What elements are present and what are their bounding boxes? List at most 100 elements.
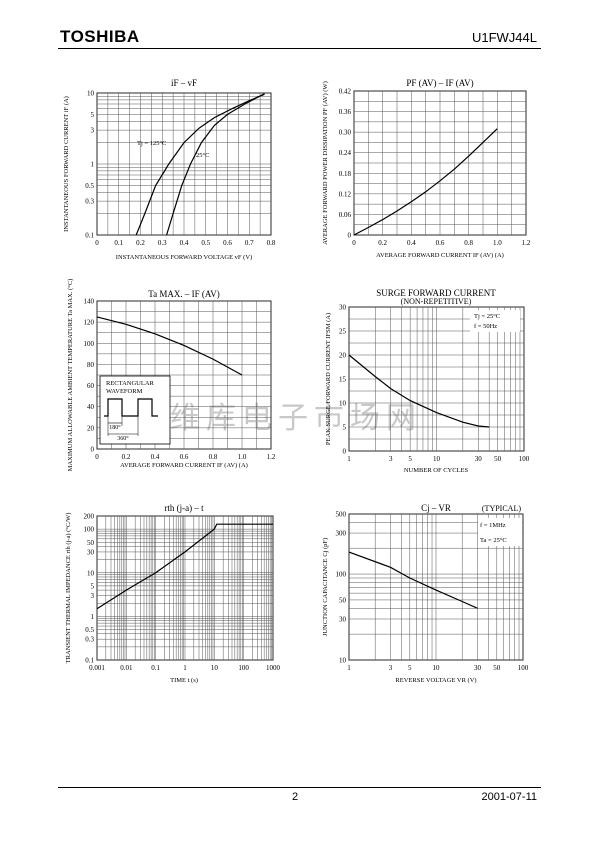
x-tick-label: 0.4: [151, 453, 160, 461]
y-tick-label: 20: [87, 424, 95, 432]
x-tick-label: 3: [389, 455, 393, 463]
series-line-0: [96, 523, 273, 610]
x-axis-label: TIME t (s): [170, 677, 198, 684]
x-tick-label: 1: [347, 455, 351, 463]
x-tick-label: 0.1: [151, 664, 160, 672]
x-tick-label: 30: [474, 664, 482, 672]
x-tick-label: 100: [519, 455, 530, 463]
y-tick-label: 40: [87, 403, 95, 411]
y-tick-label: 0.42: [339, 88, 352, 96]
y-tick-label: 140: [84, 298, 95, 306]
y-tick-label: 10: [87, 569, 95, 577]
y-tick-label: 30: [87, 548, 95, 556]
y-axis-label: AVERAGE FORWARD POWER DISSIPATION PF (AV…: [322, 81, 329, 244]
series-line-0: [353, 128, 498, 236]
y-tick-label: 80: [87, 361, 95, 369]
x-tick-label: 0: [95, 239, 99, 247]
toshiba-logo: TOSHIBA: [60, 27, 140, 46]
x-tick-label: 0.6: [180, 453, 189, 461]
y-tick-label: 0: [348, 232, 352, 240]
series-line-0: [348, 354, 490, 428]
y-tick-label: 50: [87, 539, 95, 547]
y-tick-label: 60: [87, 382, 95, 390]
x-axis-label: NUMBER OF CYCLES: [404, 467, 469, 474]
x-axis-label: AVERAGE FORWARD CURRENT IF (AV) (A): [120, 462, 248, 469]
footer-rule: [58, 787, 541, 788]
annotation-tj: Tj = 25°C: [474, 313, 500, 320]
chart-subtitle: (TYPICAL): [482, 504, 521, 513]
y-tick-label: 0.12: [339, 190, 352, 198]
x-tick-label: 100: [518, 664, 529, 672]
y-tick-label: 0.30: [339, 129, 352, 137]
y-tick-label: 0.06: [339, 211, 352, 219]
y-tick-label: 30: [339, 615, 347, 623]
y-tick-label: 300: [336, 530, 347, 538]
x-tick-label: 1.0: [238, 453, 247, 461]
y-tick-label: 0.3: [85, 198, 94, 206]
x-tick-label: 30: [475, 455, 483, 463]
header-rule: [58, 48, 541, 49]
x-tick-label: 3: [389, 664, 393, 672]
inset-angle-360: 360°: [117, 435, 129, 442]
y-tick-label: 1: [91, 613, 95, 621]
x-tick-label: 0.8: [267, 239, 276, 247]
y-tick-label: 5: [91, 111, 95, 119]
x-tick-label: 0.2: [136, 239, 145, 247]
x-tick-label: 0.01: [120, 664, 133, 672]
y-tick-label: 200: [84, 513, 95, 521]
y-tick-label: 5: [91, 582, 95, 590]
series-line-0: [96, 316, 243, 376]
x-axis-label: INSTANTANEOUS FORWARD VOLTAGE vF (V): [116, 254, 252, 261]
x-tick-label: 10: [211, 664, 219, 672]
y-tick-label: 0: [91, 446, 95, 454]
y-tick-label: 25: [339, 328, 347, 336]
y-tick-label: 15: [339, 376, 347, 384]
page-number: 2: [292, 791, 299, 803]
y-tick-label: 5: [343, 424, 347, 432]
y-tick-label: 3: [91, 592, 95, 600]
chart-title: iF – vF: [171, 78, 197, 88]
y-tick-label: 0.5: [85, 626, 94, 634]
series-line-0: [348, 551, 478, 609]
x-tick-label: 0.5: [201, 239, 210, 247]
x-axis-label: AVERAGE FORWARD CURRENT IF (AV) (A): [376, 252, 504, 259]
x-tick-label: 0.7: [245, 239, 254, 247]
x-tick-label: 1.0: [493, 239, 502, 247]
x-tick-label: 1: [183, 664, 187, 672]
footer-date: 2001-07-11: [481, 791, 537, 803]
y-tick-label: 100: [84, 526, 95, 534]
x-tick-label: 0.8: [209, 453, 218, 461]
y-tick-label: 0.1: [85, 232, 94, 240]
inset-label-1: RECTANGULAR: [106, 380, 155, 387]
part-number: U1FWJ44L: [471, 30, 537, 45]
y-axis-label: MAXIMUM ALLOWABLE AMBIENT TEMPERATURE Ta…: [67, 279, 74, 472]
y-tick-label: 0.24: [339, 149, 352, 157]
chart-title: PF (AV) – IF (AV): [406, 78, 473, 88]
x-tick-label: 0: [352, 239, 356, 247]
y-tick-label: 30: [339, 304, 347, 312]
y-tick-label: 0.5: [85, 182, 94, 190]
x-tick-label: 0.4: [407, 239, 416, 247]
x-tick-label: 0.2: [378, 239, 387, 247]
y-tick-label: 0.1: [85, 657, 94, 665]
chart-title: rth (j-a) – t: [164, 503, 204, 513]
x-tick-label: 5: [408, 664, 412, 672]
annotation-f: f = 50Hz: [474, 323, 497, 330]
legend-box: [478, 518, 522, 546]
y-tick-label: 120: [84, 319, 95, 327]
x-tick-label: 0.3: [158, 239, 167, 247]
x-axis-label: REVERSE VOLTAGE VR (V): [395, 677, 476, 684]
y-tick-label: 10: [339, 657, 347, 665]
x-tick-label: 0.4: [180, 239, 189, 247]
x-tick-label: 10: [433, 455, 441, 463]
y-tick-label: 50: [339, 596, 347, 604]
x-tick-label: 0: [95, 453, 99, 461]
annotation-ta: Ta = 25°C: [480, 537, 507, 544]
y-tick-label: 0.36: [339, 108, 352, 116]
y-axis-label: INSTANTANEOUS FORWARD CURRENT iF (A): [63, 96, 70, 232]
inset-label-2: WAVEFORM: [106, 388, 143, 395]
